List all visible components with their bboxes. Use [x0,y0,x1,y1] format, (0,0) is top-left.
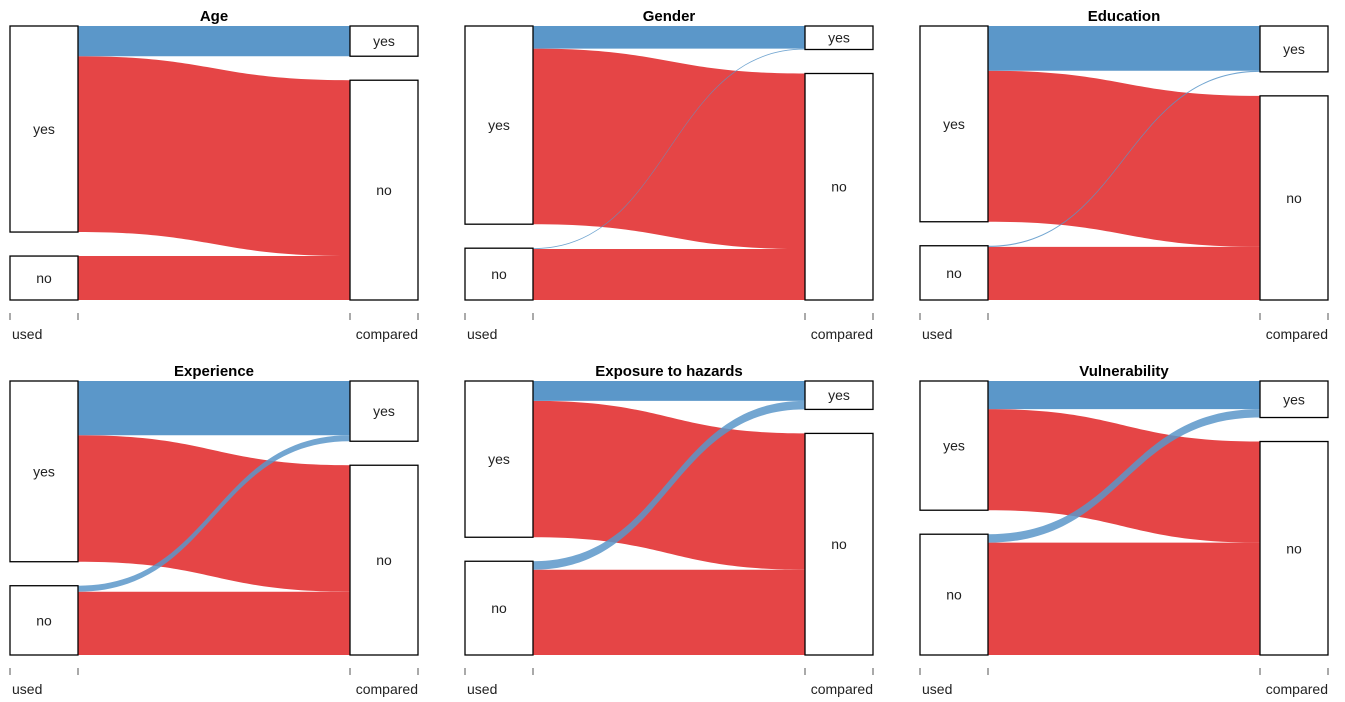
flow-experience-yes-to-yes [78,381,350,436]
box-label-gender-used-yes: yes [488,117,510,133]
box-gender-compared-no [804,72,874,301]
box-exposure-to-hazards-compared-no [804,432,874,656]
box-label-education-used-no: no [946,265,962,281]
axis-label-experience-used: used [12,681,42,697]
box-age-compared-yes [349,25,419,57]
panel-title-experience: Experience [174,363,254,380]
box-age-used-no [9,255,79,301]
flow-gender-yes-to-yes [533,26,805,49]
box-exposure-to-hazards-compared-yes [804,380,874,411]
box-education-used-no [919,245,989,301]
flow-exposure-to-hazards-yes-to-yes [533,381,805,401]
box-vulnerability-used-no [919,533,989,656]
panel-gender: yes no yes no used compared Gender [464,8,874,342]
flow-experience-no-to-no [78,591,350,655]
panel-title-exposure-to-hazards: Exposure to hazards [595,363,743,380]
box-education-used-yes [919,25,989,223]
panel-age: yes no yes no used compared Age [9,8,419,342]
box-label-age-used-yes: yes [33,121,55,137]
flow-experience-no-to-yes [78,435,350,592]
box-vulnerability-compared-yes [1259,380,1329,419]
box-age-compared-no [349,79,419,301]
box-label-vulnerability-used-no: no [946,587,962,603]
flow-exposure-to-hazards-no-to-yes [533,400,805,570]
flow-education-no-to-no [988,246,1260,300]
axis-label-vulnerability-compared: compared [1266,681,1328,697]
box-label-experience-used-no: no [36,612,52,628]
flow-vulnerability-no-to-no [988,542,1260,655]
flow-vulnerability-no-to-yes [988,409,1260,543]
panel-title-vulnerability: Vulnerability [1079,363,1169,380]
flows-education [988,26,1260,300]
flow-gender-no-to-no [533,249,805,300]
box-label-experience-compared-yes: yes [373,403,395,419]
box-label-exposure-to-hazards-used-yes: yes [488,451,510,467]
axis-label-exposure-to-hazards-used: used [467,681,497,697]
box-label-exposure-to-hazards-compared-yes: yes [828,387,850,403]
box-label-experience-used-yes: yes [33,463,55,479]
box-age-used-yes [9,25,79,233]
flow-vulnerability-yes-to-yes [988,381,1260,410]
box-gender-used-yes [464,25,534,225]
box-experience-used-yes [9,380,79,563]
axis-label-education-compared: compared [1266,326,1328,342]
box-label-gender-compared-yes: yes [828,30,850,46]
box-label-age-compared-no: no [376,182,392,198]
box-label-gender-used-no: no [491,266,507,282]
axis-label-exposure-to-hazards-compared: compared [811,681,873,697]
box-label-exposure-to-hazards-compared-no: no [831,536,847,552]
box-label-age-used-no: no [36,270,52,286]
box-vulnerability-used-yes [919,380,989,511]
axis-label-gender-used: used [467,326,497,342]
box-label-vulnerability-used-yes: yes [943,438,965,454]
box-label-gender-compared-no: no [831,179,847,195]
axis-label-experience-compared: compared [356,681,418,697]
box-label-education-used-yes: yes [943,116,965,132]
panel-title-age: Age [200,8,228,25]
box-label-age-compared-yes: yes [373,33,395,49]
panel-exposure-to-hazards: yes no yes no used compared Exposure to hazard… [464,363,874,697]
panel-vulnerability: yes no yes no used compared Vulnerability [919,363,1329,697]
box-education-compared-no [1259,95,1329,301]
box-label-education-compared-no: no [1286,190,1302,206]
box-exposure-to-hazards-used-yes [464,380,534,538]
box-label-vulnerability-compared-no: no [1286,540,1302,556]
box-experience-used-no [9,585,79,656]
axis-label-gender-compared: compared [811,326,873,342]
flows-gender [533,26,805,300]
box-experience-compared-yes [349,380,419,442]
axis-label-education-used: used [922,326,952,342]
flow-exposure-to-hazards-no-to-no [533,569,805,655]
box-label-education-compared-yes: yes [1283,41,1305,57]
flows-experience [78,381,350,655]
box-gender-compared-yes [804,25,874,51]
flow-age-no-to-no [78,256,350,300]
box-education-compared-yes [1259,25,1329,73]
box-label-vulnerability-compared-yes: yes [1283,391,1305,407]
box-exposure-to-hazards-used-no [464,560,534,656]
flows-age [78,26,350,300]
box-vulnerability-compared-no [1259,440,1329,656]
flows-vulnerability [988,381,1260,655]
axis-label-age-compared: compared [356,326,418,342]
box-gender-used-no [464,247,534,301]
box-experience-compared-no [349,464,419,656]
box-label-exposure-to-hazards-used-no: no [491,600,507,616]
panel-experience: yes no yes no used compared Experience [9,363,419,697]
flow-age-yes-to-no [78,56,350,257]
panel-education: yes no yes no used compared Education [919,8,1329,342]
flow-gender-no-to-yes [533,48,805,250]
flows-exposure-to-hazards [533,381,805,655]
flow-age-yes-to-yes [78,26,350,57]
axis-label-vulnerability-used: used [922,681,952,697]
panel-title-education: Education [1088,8,1161,25]
axis-label-age-used: used [12,326,42,342]
flow-education-no-to-yes [988,70,1260,247]
panel-title-gender: Gender [643,8,696,25]
box-label-experience-compared-no: no [376,552,392,568]
flow-education-yes-to-yes [988,26,1260,71]
